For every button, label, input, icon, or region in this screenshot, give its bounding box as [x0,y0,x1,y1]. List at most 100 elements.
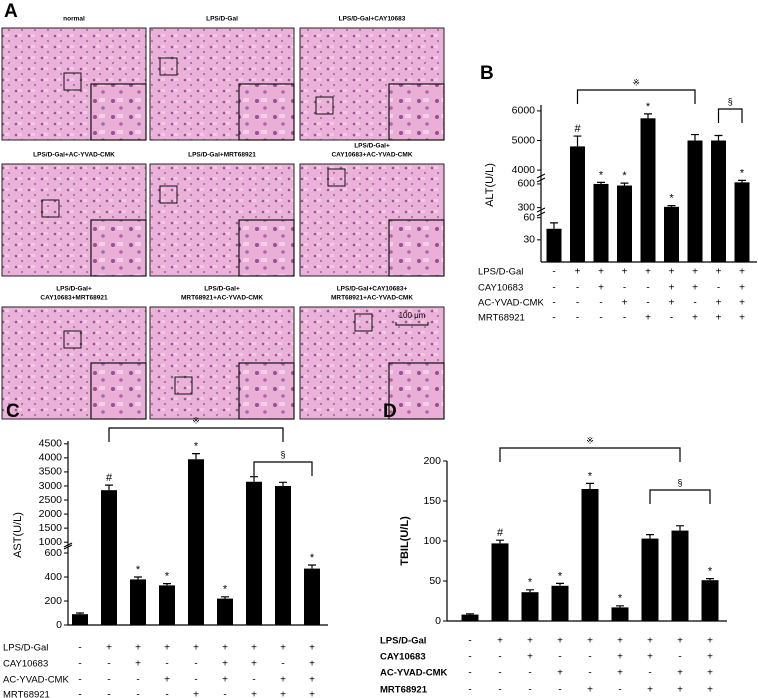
error-bar [105,484,113,491]
region-box [63,72,82,91]
bar [546,228,562,262]
treatment-sign: + [251,659,257,670]
treatment-sign: - [468,652,471,663]
treatment-sign: + [647,652,653,663]
region-box [327,168,346,187]
treatment-sign: - [78,643,81,654]
image-title: LPS/D-Gal+ [56,286,92,293]
treatment-sign: - [588,652,591,663]
error-bar [691,133,699,141]
bracket-annotation: § [280,449,285,459]
bar [701,580,719,621]
bracket-annotation: § [677,477,682,487]
bar [687,140,703,262]
significance-marker: # [106,472,113,484]
bar [711,140,726,262]
bar [640,118,656,262]
treatment-sign: - [693,298,696,309]
treatment-sign: + [280,643,286,654]
treatment-label: LPS/D-Gal [380,636,426,647]
treatment-sign: - [107,675,110,686]
y-tick-label: 2500 [39,494,63,506]
error-bar [597,181,605,184]
bar [581,489,599,621]
bracket [499,447,681,462]
y-tick-label: 300 [517,201,535,213]
bracket-annotation: ※ [586,435,594,445]
y-axis-label: AST(U/L) [12,512,24,558]
bar [217,598,233,625]
treatment-sign: + [677,668,683,679]
error-bar [646,534,654,539]
treatment-sign: - [78,659,81,670]
y-tick-label: 3500 [39,466,63,478]
error-bar [616,605,624,608]
significance-marker: # [574,123,581,135]
error-bar [308,564,316,569]
y-tick-label: 5000 [512,134,536,146]
image-title: MRT68921+AC-YVAD-CMK [181,295,263,302]
significance-marker: * [599,169,604,181]
significance-marker: * [618,593,623,605]
significance-marker: * [708,566,713,578]
error-bar [279,481,287,486]
treatment-sign: - [136,690,139,698]
y-tick-label: 1000 [39,536,63,548]
zoom-inset [90,362,147,420]
y-tick-label: 6000 [512,105,536,117]
treatment-sign: - [552,267,555,278]
treatment-sign: + [309,643,315,654]
treatment-sign: + [557,668,563,679]
error-bar [192,453,200,460]
scale-bar-label: 100 μm [399,311,426,320]
axis-break-mark [536,173,546,183]
bracket [108,427,284,442]
scale-bar [395,322,429,326]
significance-marker: * [646,101,651,113]
zoom-inset [388,83,445,141]
region-box [354,313,373,332]
bar [617,185,632,262]
bracket-annotation: § [728,96,733,106]
panel-label: B [480,63,494,84]
y-tick-label: 200 [423,455,441,467]
error-bar [76,612,84,615]
treatment-sign: - [678,652,681,663]
error-bar [586,482,594,489]
treatment-sign: - [646,283,649,294]
treatment-sign: - [528,685,531,696]
bar [551,585,569,621]
y-tick-label: 4000 [39,452,63,464]
treatment-sign: + [497,636,503,647]
treatment-sign: + [309,675,315,686]
region-box [41,199,60,218]
treatment-label: AC-YVAD-CMK [3,675,69,686]
bar [159,585,175,625]
treatment-sign: - [165,690,168,698]
region-box [174,376,193,395]
y-tick-label: 200 [44,595,62,607]
treatment-sign: + [135,659,141,670]
treatment-sign: - [136,675,139,686]
y-tick-label: 0 [435,615,441,627]
treatment-sign: + [251,643,257,654]
significance-marker: * [194,441,199,453]
bar [491,543,509,621]
treatment-sign: + [280,675,286,686]
significance-marker: * [136,564,141,576]
y-tick-label: 30 [523,234,535,246]
treatment-sign: + [645,313,651,324]
treatment-sign: + [527,636,533,647]
zoom-inset [238,83,295,141]
y-tick-label: 4500 [39,438,63,450]
treatment-sign: - [194,659,197,670]
bar [246,481,262,625]
region-box [159,57,178,76]
image-title: LPS/D-Gal+CAY10683+ [337,286,408,293]
error-bar [573,135,582,147]
y-tick-label: 100 [423,535,441,547]
zoom-inset [388,362,445,420]
treatment-sign: + [309,659,315,670]
treatment-sign: + [707,668,713,679]
treatment-label: CAY10683 [380,652,426,663]
